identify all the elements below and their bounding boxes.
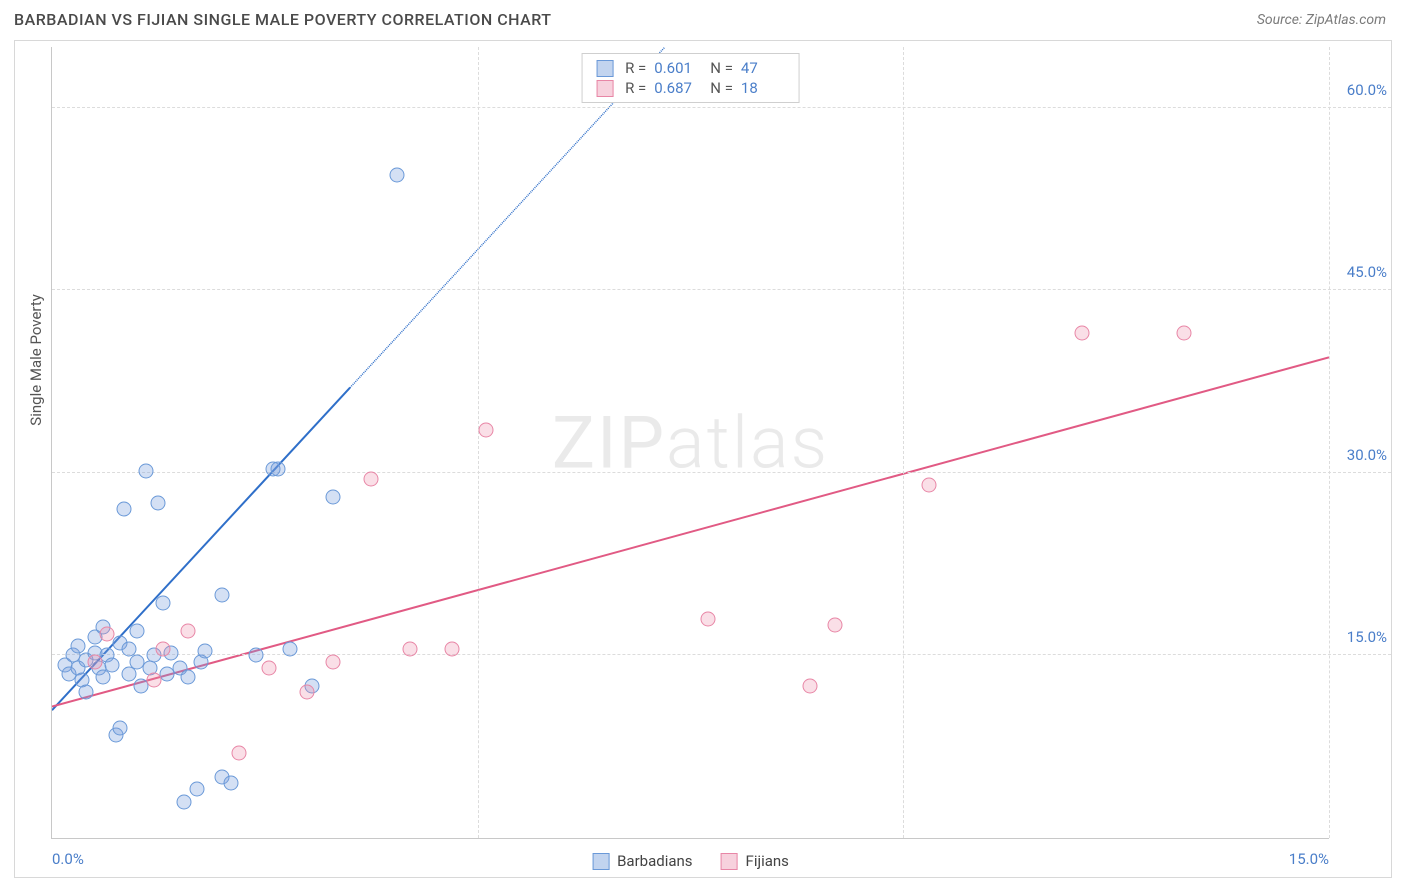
gridline-vertical — [903, 47, 904, 838]
data-point — [364, 472, 379, 487]
data-point — [176, 794, 191, 809]
ytick-label: 15.0% — [1333, 628, 1387, 646]
source-label: Source: ZipAtlas.com — [1257, 12, 1386, 28]
legend-label: Barbadians — [617, 852, 692, 870]
legend-label: Fijians — [746, 852, 789, 870]
stats-row-fijians: R = 0.687 N = 18 — [596, 78, 785, 98]
data-point — [270, 462, 285, 477]
data-point — [181, 670, 196, 685]
swatch-icon — [596, 60, 613, 77]
stats-row-barbadians: R = 0.601 N = 47 — [596, 58, 785, 78]
ytick-label: 60.0% — [1333, 81, 1387, 99]
stat-n-label: N = — [710, 79, 733, 97]
gridline-horizontal — [52, 472, 1391, 473]
data-point — [87, 654, 102, 669]
chart-title: BARBADIAN VS FIJIAN SINGLE MALE POVERTY … — [14, 10, 552, 29]
data-point — [389, 167, 404, 182]
data-point — [921, 478, 936, 493]
swatch-icon — [592, 853, 609, 870]
data-point — [262, 660, 277, 675]
data-point — [130, 624, 145, 639]
plot-area: Single Male Poverty ZIPatlas R = 0.601 N… — [51, 47, 1329, 839]
stat-n-value: 47 — [741, 59, 785, 77]
legend: Barbadians Fijians — [592, 852, 789, 870]
data-point — [100, 626, 115, 641]
stat-r-label: R = — [625, 59, 646, 77]
chart-container: Single Male Poverty ZIPatlas R = 0.601 N… — [14, 40, 1392, 878]
data-point — [283, 642, 298, 657]
legend-item-barbadians: Barbadians — [592, 852, 692, 870]
stat-n-value: 18 — [741, 79, 785, 97]
gridline-vertical — [478, 47, 479, 838]
stat-n-label: N = — [710, 59, 733, 77]
ytick-label: 30.0% — [1333, 446, 1387, 464]
xtick-label: 0.0% — [52, 850, 84, 868]
data-point — [70, 638, 85, 653]
data-point — [79, 684, 94, 699]
data-point — [479, 423, 494, 438]
y-axis-label: Single Male Poverty — [27, 294, 45, 426]
data-point — [1075, 325, 1090, 340]
data-point — [151, 496, 166, 511]
data-point — [325, 490, 340, 505]
data-point — [104, 658, 119, 673]
stat-r-label: R = — [625, 79, 646, 97]
data-point — [223, 776, 238, 791]
data-point — [117, 502, 132, 517]
data-point — [1177, 325, 1192, 340]
gridline-vertical — [1329, 47, 1330, 838]
data-point — [802, 678, 817, 693]
data-point — [138, 463, 153, 478]
data-point — [181, 624, 196, 639]
xtick-label: 15.0% — [1289, 850, 1329, 868]
data-point — [155, 596, 170, 611]
data-point — [155, 642, 170, 657]
data-point — [402, 642, 417, 657]
stat-r-value: 0.601 — [654, 59, 698, 77]
swatch-icon — [721, 853, 738, 870]
data-point — [700, 611, 715, 626]
data-point — [215, 587, 230, 602]
data-point — [113, 721, 128, 736]
data-point — [232, 745, 247, 760]
data-point — [300, 684, 315, 699]
data-point — [445, 642, 460, 657]
data-point — [828, 618, 843, 633]
ytick-label: 45.0% — [1333, 263, 1387, 281]
data-point — [325, 654, 340, 669]
data-point — [249, 648, 264, 663]
legend-item-fijians: Fijians — [721, 852, 789, 870]
data-point — [147, 672, 162, 687]
swatch-icon — [596, 80, 613, 97]
data-point — [198, 643, 213, 658]
data-point — [189, 782, 204, 797]
gridline-horizontal — [52, 107, 1391, 108]
stats-box: R = 0.601 N = 47 R = 0.687 N = 18 — [581, 53, 800, 103]
stat-r-value: 0.687 — [654, 79, 698, 97]
gridline-horizontal — [52, 289, 1391, 290]
